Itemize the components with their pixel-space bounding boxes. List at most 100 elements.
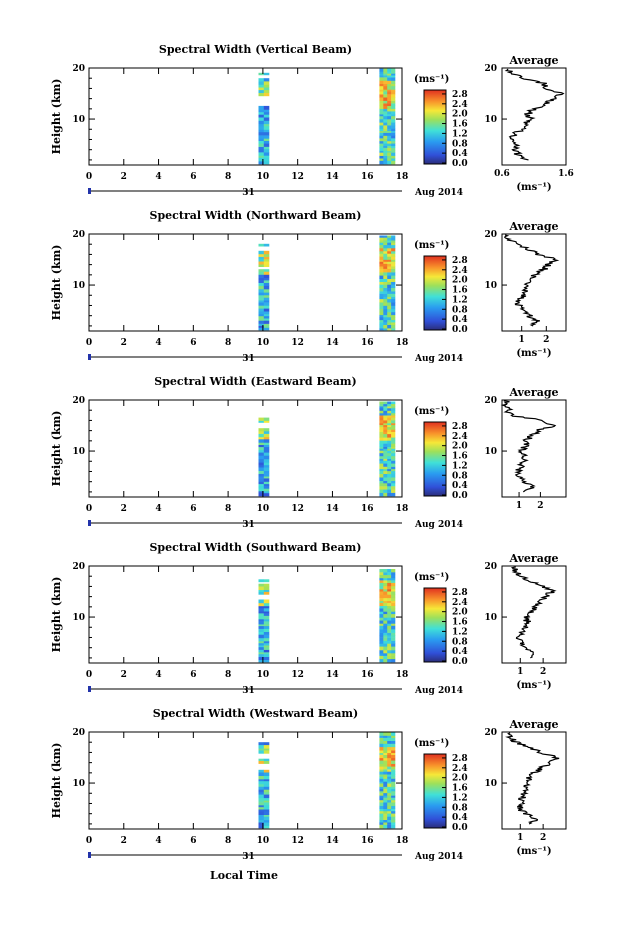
heatmap-cell (391, 605, 396, 609)
heatmap-cell (258, 109, 264, 113)
heatmap-cell (383, 760, 388, 764)
heatmap-cell (383, 302, 388, 306)
heatmap-cell (387, 431, 392, 435)
heatmap-cell (379, 256, 384, 260)
heatmap-cell (387, 105, 392, 109)
heatmap-cell (263, 123, 270, 127)
heatmap-cell (258, 297, 264, 301)
heatmap-cell (379, 580, 384, 583)
average-y-tick-label: 20 (484, 396, 497, 406)
colorbar-tick-label: 1.2 (452, 295, 468, 305)
heatmap-cell (263, 814, 270, 817)
x-tick-label: 0 (86, 504, 92, 514)
plot-frame (88, 731, 403, 830)
heatmap-cell (379, 735, 384, 738)
heatmap-cell (258, 624, 264, 627)
heatmap-cell (263, 78, 270, 82)
heatmap-cell (383, 649, 388, 654)
heatmap-cell (258, 436, 264, 440)
heatmap-cell (258, 420, 264, 423)
heatmap-cell (383, 580, 388, 583)
heatmap-cell (379, 635, 384, 638)
heatmap-cell (383, 746, 388, 751)
heatmap-cell (258, 146, 264, 150)
heatmap-cell (379, 266, 384, 269)
heatmap-cell (391, 83, 396, 87)
colorbar-tick-label: 2.0 (452, 276, 468, 286)
heatmap-cell (387, 324, 392, 329)
heatmap-cell (258, 300, 264, 303)
heatmap-cell (263, 308, 270, 312)
heatmap-cell (391, 732, 396, 736)
heatmap-cell (383, 143, 388, 146)
heatmap-cell (383, 466, 388, 470)
heatmap-cell (391, 298, 396, 303)
heatmap-cell (379, 620, 384, 624)
heatmap-cell (263, 300, 270, 303)
heatmap-cell (379, 646, 384, 651)
heatmap-cell (379, 760, 384, 764)
heatmap-cell (379, 105, 384, 109)
heatmap-cell (379, 492, 384, 497)
colorbar-tick-label: 1.2 (452, 461, 468, 471)
heatmap-cell (379, 328, 384, 331)
heatmap-cell (391, 460, 396, 464)
x-tick-label: 2 (121, 338, 127, 348)
heatmap-cell (383, 237, 388, 241)
colorbar-tick-label: 2.4 (452, 100, 468, 110)
heatmap-cell (383, 637, 388, 641)
heatmap-cell (387, 305, 392, 310)
heatmap-cell (387, 97, 392, 101)
heatmap-cell (387, 617, 392, 621)
heatmap-cell (263, 611, 270, 614)
heatmap-cell (383, 119, 388, 123)
date-marker (88, 354, 91, 360)
heatmap-cell (391, 477, 396, 481)
average-x-tick-label: 1 (516, 501, 522, 511)
heatmap-cell (379, 235, 384, 238)
x-tick-label: 4 (155, 338, 161, 348)
heatmap-cell (263, 258, 270, 262)
heatmap-cell (383, 440, 388, 444)
heatmap-cell (387, 574, 392, 579)
heatmap-cell (258, 311, 264, 315)
heatmap-cell (387, 788, 392, 792)
heatmap-cell (263, 138, 270, 141)
heatmap-cell (383, 786, 388, 789)
heatmap-cell (258, 294, 264, 298)
average-x-label: (ms⁻¹) (516, 348, 551, 359)
heatmap-cell (379, 71, 384, 74)
heatmap-cell (387, 760, 392, 764)
heatmap-cell (391, 253, 396, 257)
heatmap-cell (383, 629, 388, 633)
heatmap-cell (383, 147, 388, 151)
heatmap-cell (379, 73, 384, 76)
heatmap-cell (258, 628, 264, 632)
heatmap-cell (383, 791, 388, 794)
heatmap-cell (387, 296, 392, 300)
heatmap-cell (258, 452, 264, 456)
heatmap-cell (263, 800, 270, 803)
heatmap-cell (383, 94, 388, 98)
heatmap-cell (379, 482, 384, 487)
heatmap-cell (383, 492, 388, 497)
average-y-tick-label: 10 (484, 281, 497, 291)
colorbar-tick-label: 1.6 (452, 618, 468, 628)
heatmap-cell (391, 71, 396, 74)
heatmap-cell (391, 452, 396, 457)
x-tick-label: 10 (257, 836, 270, 846)
heatmap-cell (391, 450, 396, 454)
heatmap-cell (263, 656, 270, 660)
heatmap-cell (383, 291, 388, 294)
heatmap-cell (391, 417, 396, 421)
heatmap-cell (391, 328, 396, 331)
heatmap-cell (391, 314, 396, 318)
heatmap-cell (387, 577, 392, 581)
heatmap-cell (379, 625, 384, 630)
heatmap-cell (391, 597, 396, 602)
heatmap-cell (379, 819, 384, 823)
heatmap-cell (379, 732, 384, 736)
heatmap-cell (383, 272, 388, 276)
heatmap-cell (387, 135, 392, 139)
heatmap-cell (258, 81, 264, 85)
